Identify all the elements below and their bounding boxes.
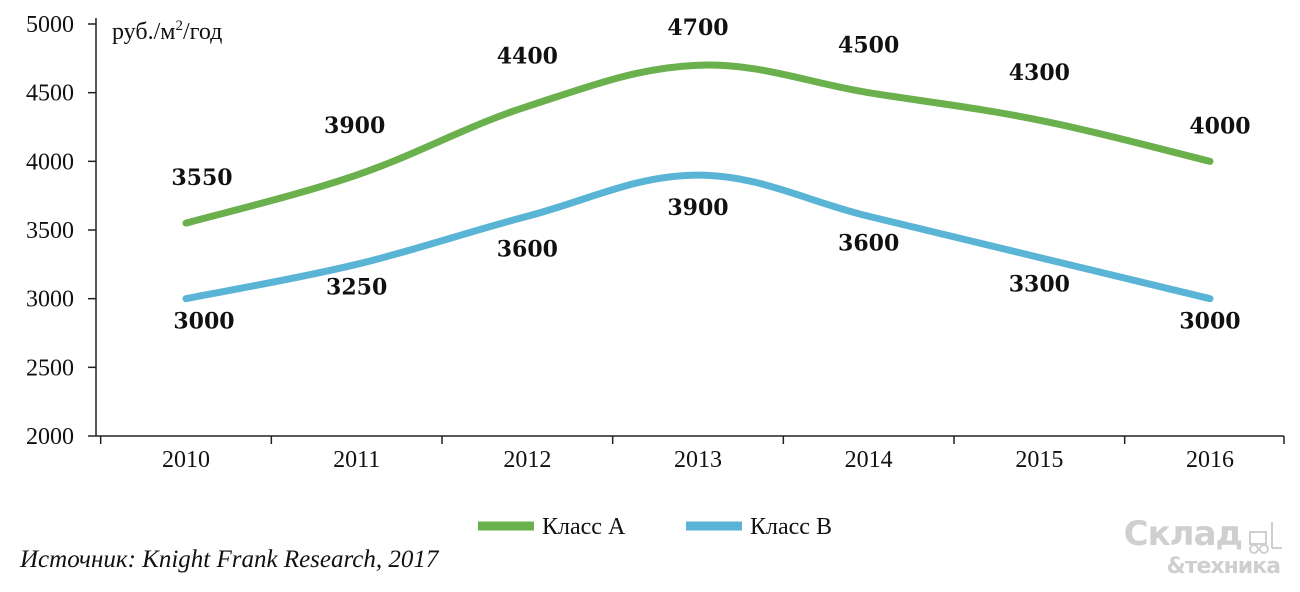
data-label-class-a: 4500 [838, 33, 899, 59]
series-line-class-a [182, 61, 1214, 227]
legend-label-class-b: Класс В [750, 514, 832, 540]
data-label-class-b: 3900 [667, 195, 728, 221]
data-label-class-a: 4000 [1189, 113, 1250, 139]
data-label-class-b: 3600 [838, 230, 899, 256]
x-axis: 2010 2011 2012 2013 2014 2015 2016 [96, 435, 1285, 473]
y-tick-label: 3500 [26, 218, 74, 244]
data-label-class-a: 4300 [1009, 60, 1070, 86]
legend-label-class-a: Класс А [542, 514, 626, 540]
x-tick-label: 2014 [845, 447, 893, 473]
y-tick-label: 4000 [26, 149, 74, 175]
x-tick-label: 2012 [503, 447, 551, 473]
unit-suffix: /год [183, 19, 222, 45]
y-unit-label: руб./м2/год [112, 18, 222, 45]
x-tick-label: 2010 [162, 447, 210, 473]
y-tick-label: 5000 [26, 12, 74, 38]
data-label-class-b: 3250 [326, 274, 387, 300]
brand-logo: Склад &техника [1082, 514, 1286, 582]
legend: Класс А Класс В [478, 514, 832, 540]
y-tick-label: 2000 [26, 424, 74, 450]
forklift-icon [1249, 522, 1282, 554]
data-label-class-b: 3000 [173, 309, 234, 335]
x-tick-label: 2013 [674, 447, 722, 473]
data-label-class-b: 3000 [1179, 309, 1240, 335]
x-tick-label: 2016 [1186, 447, 1234, 473]
data-label-class-b: 3300 [1009, 271, 1070, 297]
source-note: Источник: Knight Frank Research, 2017 [20, 546, 439, 573]
data-labels: 3550 3900 4400 4700 4500 4300 4000 3000 3250 3600… [171, 15, 1250, 334]
unit-superscript: 2 [175, 18, 183, 34]
unit-main: руб./м [112, 19, 175, 45]
data-label-class-a: 4400 [497, 43, 558, 69]
series-line-class-b [182, 171, 1214, 303]
y-axis: 2000 2500 3000 3500 4000 4500 5000 [26, 12, 97, 450]
x-tick-label: 2015 [1015, 447, 1063, 473]
logo-line2: &техника [1166, 554, 1281, 579]
y-tick-label: 2500 [26, 355, 74, 381]
y-tick-label: 4500 [26, 81, 74, 107]
data-label-class-a: 3900 [324, 113, 385, 139]
logo-line1: Склад [1123, 514, 1243, 554]
x-tick-label: 2011 [333, 447, 380, 473]
series-lines [182, 61, 1214, 303]
data-label-class-a: 3550 [171, 165, 232, 191]
data-label-class-a: 4700 [667, 15, 728, 41]
y-tick-label: 3000 [26, 287, 74, 313]
data-label-class-b: 3600 [497, 236, 558, 262]
